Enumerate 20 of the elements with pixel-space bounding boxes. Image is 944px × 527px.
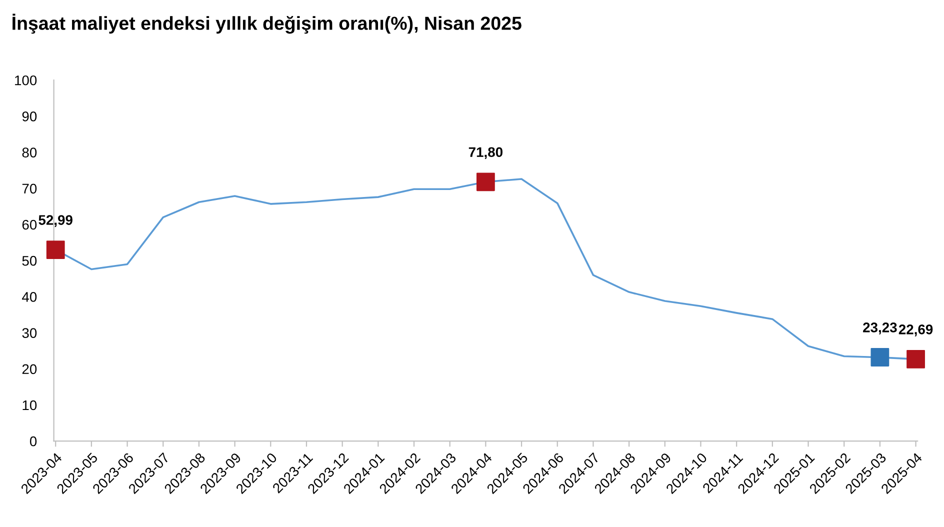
data-label: 22,69 [898,324,933,336]
y-tick-label: 40 [22,292,37,302]
y-tick-label: 10 [22,400,37,410]
y-tick-label: 100 [15,75,37,86]
y-tick-label: 80 [22,148,37,158]
data-label: 52,99 [38,215,72,227]
y-tick-label: 30 [22,328,37,338]
point [46,240,65,260]
y-tick-label: 60 [22,220,37,230]
y-tick-label: 20 [22,364,37,374]
point [476,172,495,192]
point [906,350,925,368]
y-tick-label: 50 [22,256,37,266]
data-label: 23,23 [863,322,897,334]
data-label: 71,80 [468,147,502,160]
y-tick-label: 70 [22,184,37,194]
point [870,348,890,366]
chart-title: İnşaat maliyet endeksi yıllık değişim oranı(%), Nisan 2025 [12,14,522,34]
y-tick-label: 90 [22,112,37,122]
y-tick-label: 0 [30,436,37,446]
